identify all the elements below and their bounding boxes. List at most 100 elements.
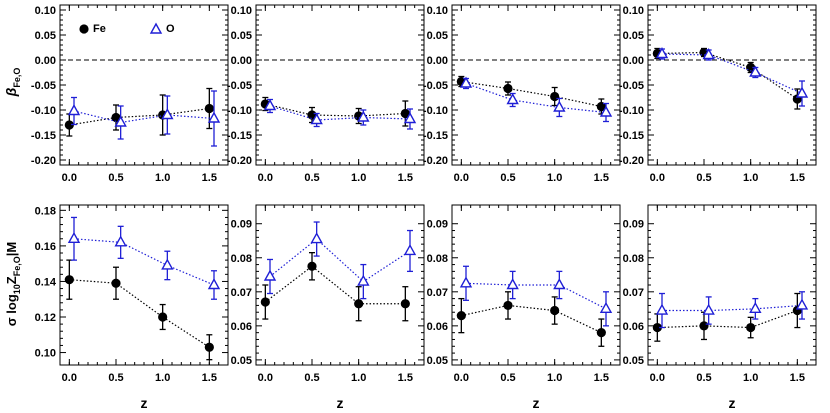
data-point-o: [403, 112, 417, 124]
panel-frame: [451, 4, 621, 166]
data-point-o: [357, 110, 370, 122]
x-axis-label: z: [533, 395, 540, 411]
legend-fe-label: Fe: [93, 23, 106, 35]
y-tick-label: 0.05: [35, 30, 56, 42]
y-tick-label: 0.10: [231, 5, 252, 17]
data-point-fe: [111, 278, 121, 288]
x-tick-label: 1.0: [155, 372, 170, 384]
y-tick-label: 0.18: [35, 205, 56, 217]
data-point-o: [114, 115, 127, 127]
x-tick-label: 1.0: [743, 172, 758, 184]
y-tick-label: 0.05: [623, 355, 644, 367]
y-tick-label: 0.16: [35, 241, 56, 253]
data-point-o: [655, 303, 669, 315]
ylabel-sigma-mid: Z: [4, 276, 19, 284]
series-line-o: [662, 304, 803, 312]
panels: 0.10 0.05 0.00 -0.05 -0.10 -0.15 -0.20 0.0 0.5 1.…: [31, 4, 817, 411]
y-tick-label: 0.10: [35, 5, 56, 17]
data-point-o: [506, 93, 519, 105]
x-tick-label: 1.5: [398, 372, 413, 384]
y-tick-label: 0.10: [427, 5, 448, 17]
data-point-fe: [456, 311, 466, 321]
y-tick-label: 0.08: [427, 253, 448, 265]
series-line-fe: [461, 304, 602, 334]
ylabel-sigma-pre: σ log: [4, 294, 19, 326]
ylabel-sigma: σ log10ZFe,O|M: [4, 242, 22, 326]
x-tick-label: 1.5: [202, 372, 217, 384]
data-point-o: [403, 244, 417, 256]
data-point-o: [553, 100, 566, 112]
ylabel-sigma-ten: 10: [12, 284, 22, 294]
data-point-o: [67, 104, 81, 116]
data-point-fe: [652, 322, 662, 333]
y-tick-label: -0.10: [227, 105, 252, 117]
data-point-o: [749, 301, 762, 314]
series-line-o: [465, 82, 607, 114]
y-tick-label: -0.10: [423, 105, 448, 117]
x-tick-label: 0.0: [454, 372, 469, 384]
x-tick-label: 0.5: [696, 372, 711, 384]
panel-frame: [59, 204, 229, 366]
data-point-o: [506, 278, 519, 290]
y-tick-label: 0.05: [231, 30, 252, 42]
data-point-fe: [111, 112, 121, 123]
y-tick-label: 0.09: [231, 219, 252, 231]
y-tick-label: -0.05: [31, 80, 56, 92]
data-point-fe: [596, 328, 606, 338]
y-tick-label: 0.00: [623, 55, 644, 67]
x-tick-label: 0.5: [304, 172, 319, 184]
x-tick-label: 1.0: [547, 172, 562, 184]
y-tick-label: 0.14: [35, 276, 57, 288]
series-line-fe: [69, 279, 210, 348]
y-tick-label: 0.10: [35, 348, 56, 360]
y-tick-label: 0.07: [623, 287, 644, 299]
data-point-fe: [307, 110, 317, 120]
panel-beta-1: 0.10 0.05 0.00 -0.05 -0.10 -0.15 -0.20 0.0 0.5 1.…: [31, 4, 229, 184]
x-tick-label: 1.0: [547, 372, 562, 384]
x-tick-label: 1.5: [594, 372, 609, 384]
series-line-fe: [265, 103, 406, 117]
x-axis-label: z: [337, 395, 344, 411]
x-tick-label: 1.5: [202, 172, 217, 184]
y-tick-label: -0.15: [619, 130, 644, 142]
data-point-fe: [400, 299, 410, 309]
y-tick-label: 0.09: [623, 219, 644, 231]
data-point-o: [310, 232, 323, 244]
data-point-o: [263, 269, 277, 281]
y-tick-label: 0.08: [231, 253, 252, 265]
data-point-fe: [596, 101, 606, 112]
x-tick-label: 0.5: [500, 372, 515, 384]
x-tick-label: 0.0: [650, 372, 665, 384]
x-tick-label: 1.5: [790, 372, 805, 384]
ylabel-beta: βFe,O: [3, 68, 22, 98]
y-tick-label: 0.10: [623, 5, 644, 17]
x-tick-label: 1.0: [351, 372, 366, 384]
x-axis-label: z: [141, 395, 148, 411]
data-point-fe: [260, 297, 270, 307]
data-point-fe: [64, 275, 74, 285]
panel-frame: [255, 204, 425, 366]
series-line-fe: [69, 107, 210, 126]
series-line-o: [73, 238, 215, 286]
panel-sigma-2: 0.09 0.08 0.07 0.06 0.05 0.0 0.5 1.0 1.5 z: [231, 204, 425, 411]
series-line-fe: [461, 80, 602, 108]
y-tick-label: 0.00: [427, 55, 448, 67]
y-tick-label: 0.05: [427, 30, 448, 42]
x-tick-label: 1.5: [398, 172, 413, 184]
panel-frame: [647, 4, 817, 166]
ylabel-sigma-sub: Fe,O: [12, 256, 22, 276]
data-point-o: [207, 111, 221, 123]
series-line-o: [269, 238, 411, 283]
x-tick-label: 0.5: [108, 172, 123, 184]
data-point-fe: [503, 300, 513, 311]
y-tick-label: -0.05: [227, 80, 252, 92]
data-point-o: [207, 278, 221, 290]
x-tick-label: 1.0: [155, 172, 170, 184]
y-tick-label: -0.15: [423, 130, 448, 142]
data-point-o: [161, 108, 174, 120]
data-point-o: [655, 47, 669, 59]
x-tick-label: 1.0: [743, 372, 758, 384]
panel-beta-3: 0.10 0.05 0.00 -0.05 -0.10 -0.15 -0.20 0.0 0.5 1.…: [423, 4, 621, 184]
data-point-o: [599, 105, 613, 117]
